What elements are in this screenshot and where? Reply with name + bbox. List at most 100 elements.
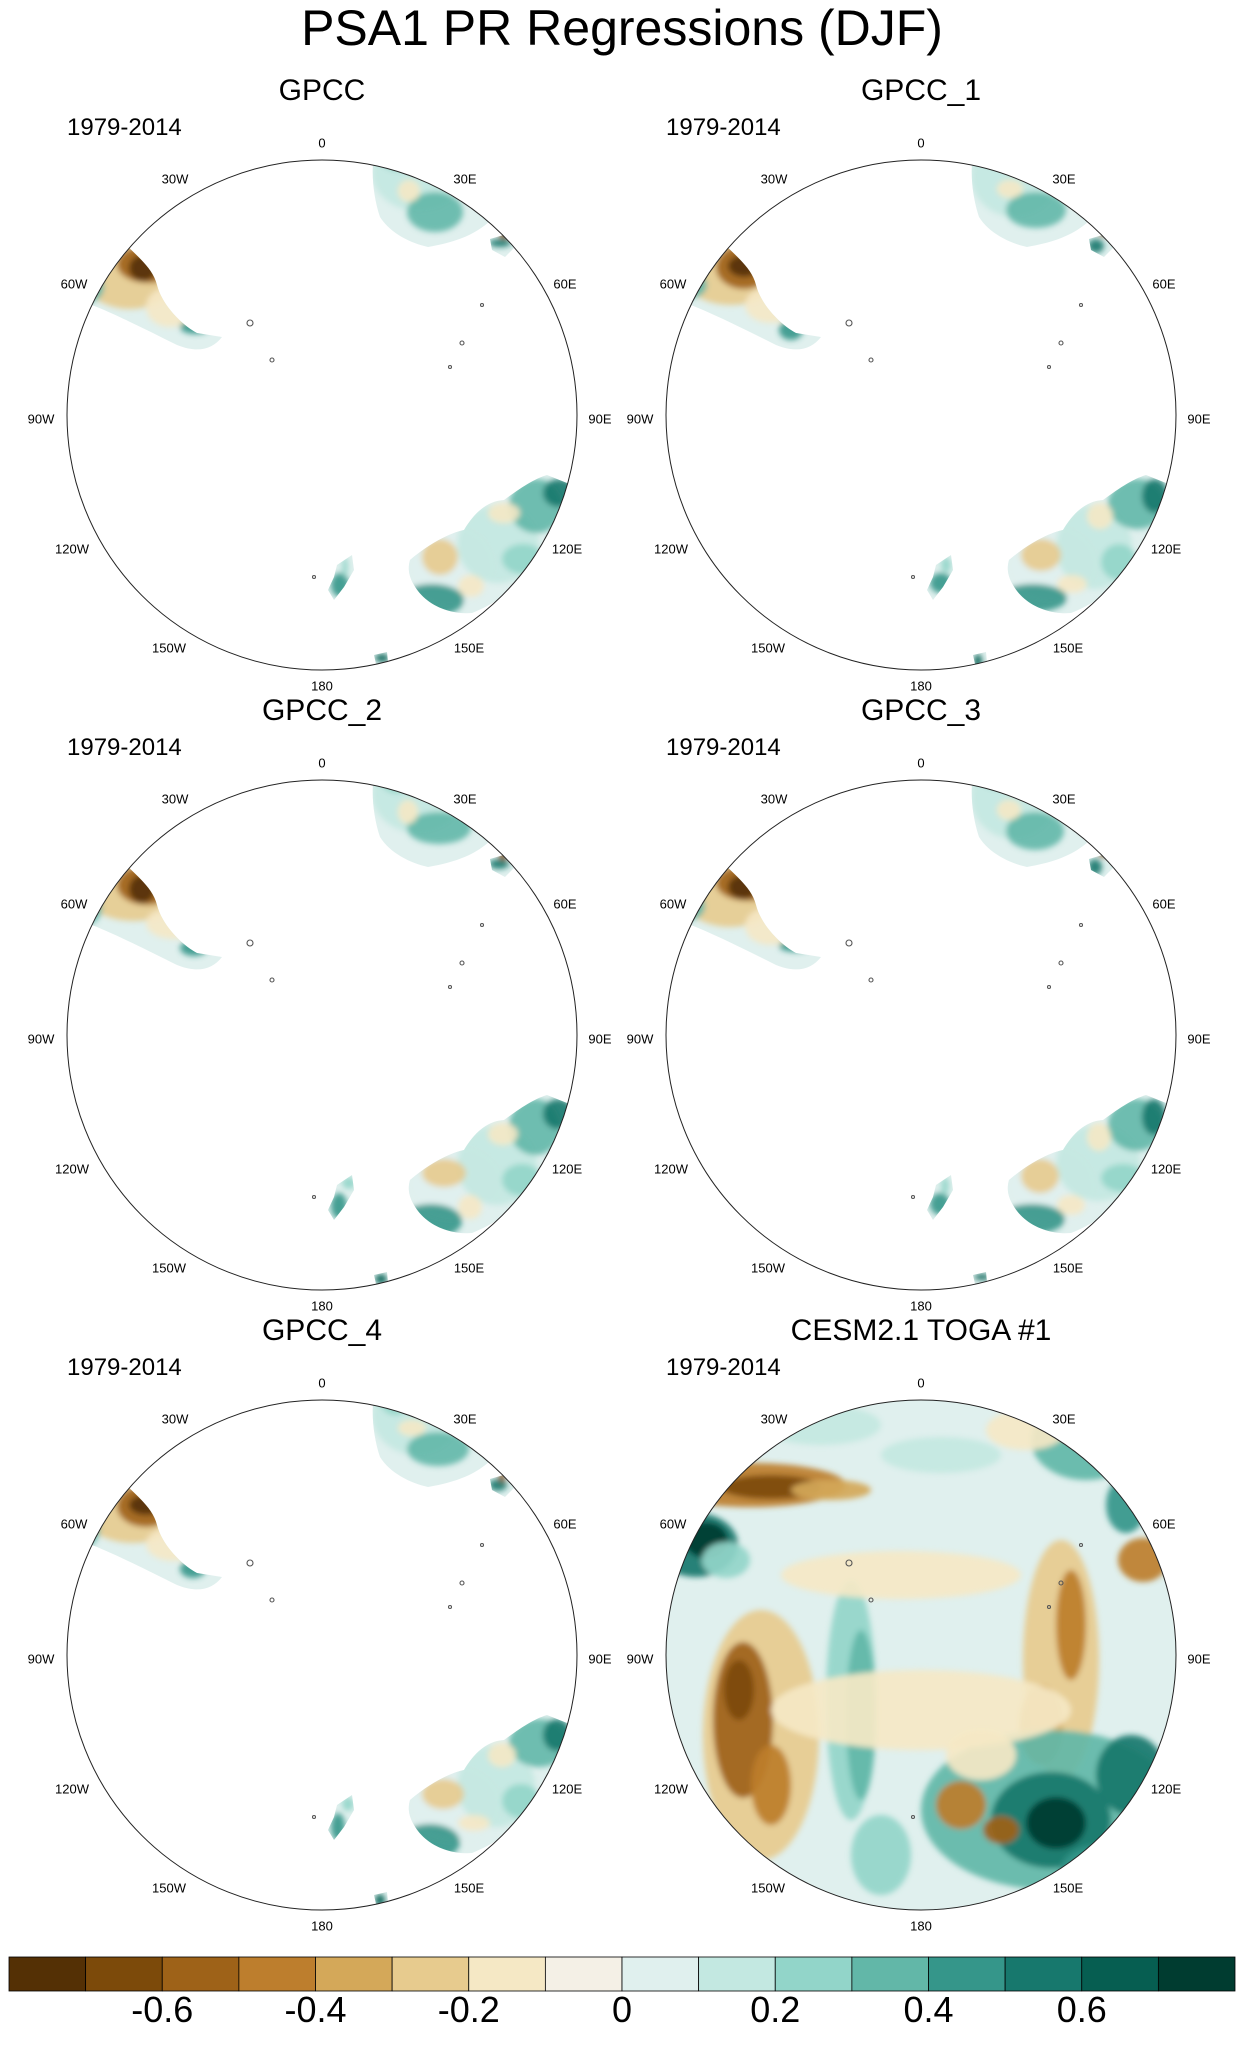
longitude-label: 60W — [61, 896, 88, 911]
longitude-label: 0 — [318, 135, 325, 150]
longitude-label: 150E — [1053, 640, 1084, 655]
colorbar-swatch — [161, 1956, 240, 1992]
map-panel: GPCC 1979-2014 0 30E 60E 90E 120E 150E 180 150W 12… — [28, 74, 612, 693]
coastlines — [845, 922, 1084, 1200]
longitude-label: 30W — [162, 171, 189, 186]
map-border — [665, 779, 1177, 1291]
period-label: 1979-2014 — [666, 1354, 781, 1381]
longitude-label: 60W — [61, 276, 88, 291]
colorbar-swatch — [8, 1956, 87, 1992]
longitude-label: 120W — [55, 1161, 90, 1176]
coastlines — [845, 1542, 1084, 1820]
colorbar-swatch — [1157, 1956, 1236, 1992]
colorbar-tick-label: 0.6 — [1056, 1989, 1107, 2030]
longitude-label: 60W — [660, 1516, 687, 1531]
map-panel: GPCC_1 1979-2014 0 30E 60E 90E 120E 150E 180 150W… — [627, 74, 1211, 693]
longitude-label: 0 — [917, 1375, 924, 1390]
panel-title: GPCC — [279, 74, 366, 107]
period-label: 1979-2014 — [67, 1354, 182, 1381]
colorbar-swatch — [85, 1956, 163, 1992]
map-panel: GPCC_3 1979-2014 0 30E 60E 90E 120E 150E 180 150W… — [627, 694, 1211, 1313]
longitude-label: 120W — [55, 541, 90, 556]
longitude-label: 150E — [454, 640, 485, 655]
map-panel: GPCC_4 1979-2014 0 30E 60E 90E 120E 150E 180 150W… — [28, 1314, 612, 1933]
longitude-label: 120W — [55, 1781, 90, 1796]
panel-title: GPCC_4 — [262, 1314, 382, 1347]
longitude-label: 90E — [1187, 1651, 1210, 1666]
colorbar-swatch — [621, 1956, 700, 1992]
colorbar-swatch — [1081, 1956, 1159, 1992]
colorbar-swatch — [1004, 1956, 1083, 1992]
longitude-label: 0 — [318, 755, 325, 770]
colorbar-swatch — [928, 1956, 1006, 1992]
longitude-label: 120W — [654, 1161, 689, 1176]
longitude-label: 60E — [553, 276, 576, 291]
period-label: 1979-2014 — [67, 114, 182, 141]
map-border — [665, 159, 1177, 671]
longitude-label: 150W — [152, 640, 187, 655]
map-border — [66, 779, 578, 1291]
colorbar-swatch — [544, 1956, 623, 1992]
longitude-label: 0 — [917, 135, 924, 150]
longitude-label: 60W — [61, 1516, 88, 1531]
longitude-label: 90W — [627, 1031, 654, 1046]
longitude-label: 180 — [311, 1298, 333, 1313]
coastlines — [246, 922, 485, 1200]
coastlines — [246, 1542, 485, 1820]
colorbar-swatch — [468, 1956, 546, 1992]
longitude-label: 120E — [552, 541, 583, 556]
longitude-label: 60W — [660, 276, 687, 291]
colorbar-swatch — [391, 1956, 470, 1992]
longitude-label: 150W — [152, 1880, 187, 1895]
longitude-label: 120W — [654, 1781, 689, 1796]
longitude-label: 30W — [162, 1411, 189, 1426]
longitude-label: 150W — [751, 1260, 786, 1275]
period-label: 1979-2014 — [666, 114, 781, 141]
longitude-label: 30W — [162, 791, 189, 806]
longitude-label: 90E — [1187, 1031, 1210, 1046]
panel-title: GPCC_1 — [861, 74, 981, 107]
longitude-label: 150W — [152, 1260, 187, 1275]
longitude-label: 180 — [910, 678, 932, 693]
longitude-label: 90W — [28, 1031, 55, 1046]
longitude-label: 120E — [1151, 541, 1182, 556]
longitude-label: 120E — [552, 1781, 583, 1796]
longitude-label: 180 — [311, 1918, 333, 1933]
colorbar-tick-label: -0.2 — [437, 1989, 500, 2030]
longitude-label: 180 — [910, 1918, 932, 1933]
longitude-label: 90E — [1187, 411, 1210, 426]
colorbar-swatch — [774, 1956, 853, 1992]
longitude-label: 30E — [453, 791, 476, 806]
longitude-label: 60E — [1152, 1516, 1175, 1531]
longitude-label: 60E — [553, 896, 576, 911]
colorbar — [8, 1956, 1236, 1992]
longitude-label: 90W — [627, 411, 654, 426]
longitude-label: 180 — [910, 1298, 932, 1313]
map-panel: GPCC_2 1979-2014 0 30E 60E 90E 120E 150E 180 150W… — [28, 694, 612, 1313]
colorbar-tick-label: 0.4 — [903, 1989, 954, 2030]
longitude-label: 90E — [588, 1031, 611, 1046]
map-border — [66, 159, 578, 671]
longitude-label: 90W — [627, 1651, 654, 1666]
longitude-label: 60E — [1152, 276, 1175, 291]
longitude-label: 120W — [654, 541, 689, 556]
longitude-label: 150E — [454, 1880, 485, 1895]
longitude-label: 60E — [1152, 896, 1175, 911]
longitude-label: 30E — [453, 1411, 476, 1426]
longitude-label: 30E — [1052, 1411, 1075, 1426]
map-border — [66, 1399, 578, 1911]
longitude-label: 0 — [318, 1375, 325, 1390]
longitude-label: 0 — [917, 755, 924, 770]
panel-title: GPCC_2 — [262, 694, 382, 727]
longitude-label: 30W — [761, 1411, 788, 1426]
longitude-label: 90E — [588, 411, 611, 426]
panel-title: GPCC_3 — [861, 694, 981, 727]
coastlines — [845, 302, 1084, 580]
map-border — [665, 1399, 1177, 1911]
map-panel: CESM2.1 TOGA #1 1979-2014 0 30E 60E 90E 120E 15… — [627, 1314, 1211, 1933]
colorbar-swatch — [698, 1956, 776, 1992]
longitude-label: 30W — [761, 171, 788, 186]
colorbar-tick-label: 0 — [611, 1989, 633, 2030]
longitude-label: 60W — [660, 896, 687, 911]
